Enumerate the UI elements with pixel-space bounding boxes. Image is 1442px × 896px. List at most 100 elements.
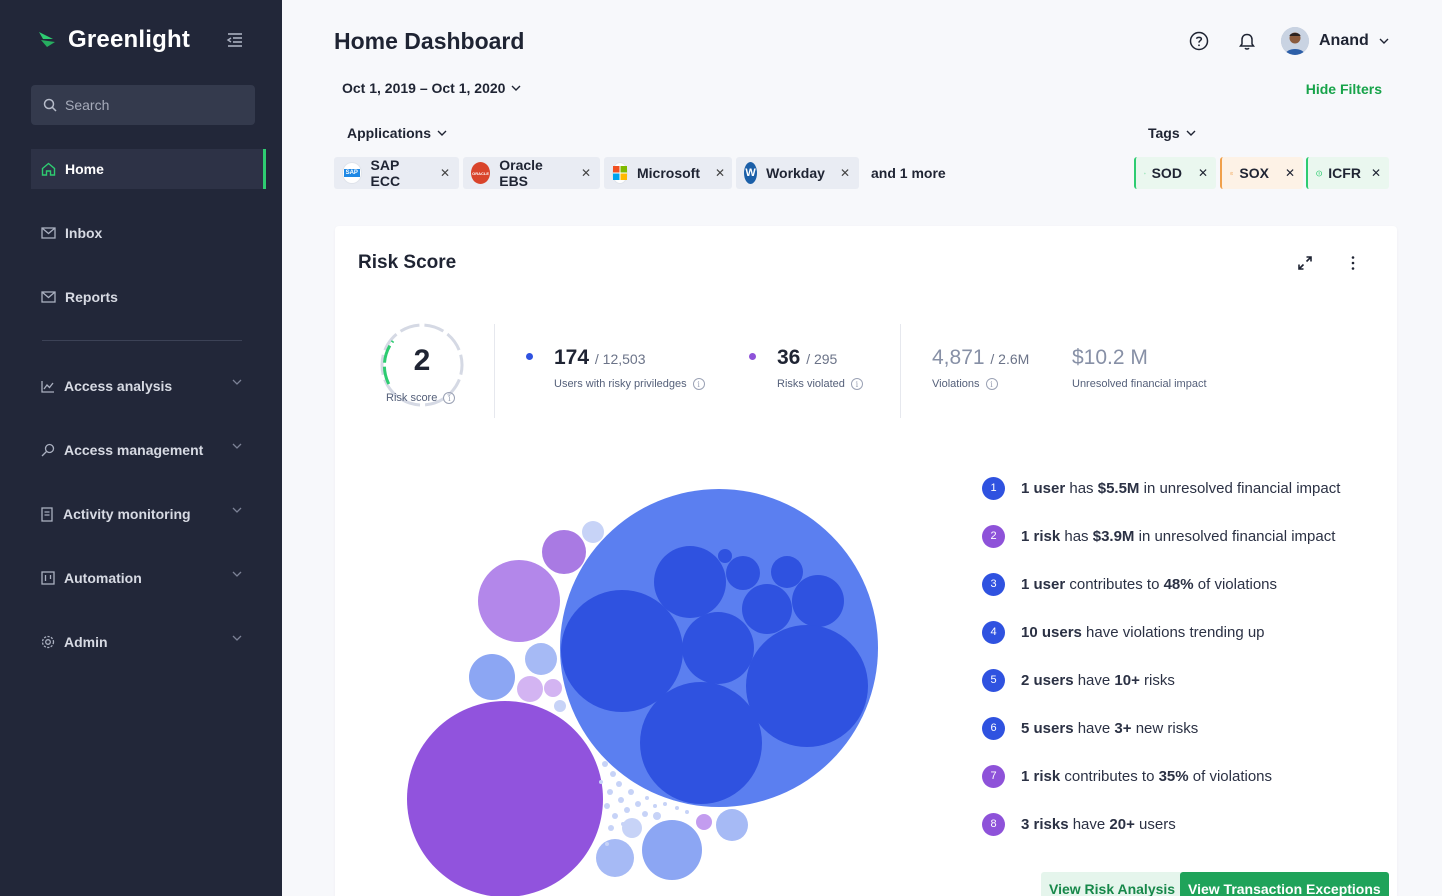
- bubble-light-blue: [582, 521, 604, 543]
- info-icon[interactable]: i: [850, 378, 863, 390]
- chevron-down-icon: [232, 443, 242, 449]
- sidebar-item-label: Home: [65, 161, 104, 177]
- sidebar-item-access-analysis[interactable]: Access analysis: [31, 366, 266, 406]
- info-icon[interactable]: i: [692, 378, 705, 390]
- sidebar-item-admin[interactable]: Admin: [31, 622, 266, 662]
- applications-filter-dropdown[interactable]: Applications: [347, 125, 447, 141]
- sidebar-item-label: Activity monitoring: [63, 506, 191, 522]
- view-transaction-exceptions-button[interactable]: View Transaction Exceptions: [1180, 872, 1389, 896]
- close-icon[interactable]: ✕: [1197, 166, 1208, 180]
- insight-item[interactable]: 5 2 users have 10+ risks: [982, 656, 1382, 704]
- bubble-inner-blue: [561, 590, 683, 712]
- application-chip-workday[interactable]: W Workday ✕: [736, 157, 859, 189]
- application-chip-oracle[interactable]: ORACLE Oracle EBS ✕: [463, 157, 600, 189]
- stat-violations: 4,871 / 2.6M Violations i: [932, 346, 1030, 390]
- search-box[interactable]: [31, 85, 255, 125]
- greenlight-logo-icon: [39, 32, 55, 47]
- expand-icon[interactable]: [1297, 255, 1313, 271]
- sidebar-item-label: Access analysis: [64, 378, 173, 394]
- mail-icon: [41, 291, 56, 303]
- close-icon[interactable]: ✕: [839, 166, 850, 180]
- tag-chip-icfr[interactable]: ICFR ✕: [1306, 157, 1389, 189]
- application-chip-sap[interactable]: SAP SAP ECC ✕: [334, 157, 459, 189]
- date-range-selector[interactable]: Oct 1, 2019 – Oct 1, 2020: [342, 80, 521, 96]
- insight-item[interactable]: 3 1 user contributes to 48% of violation…: [982, 560, 1382, 608]
- chevron-down-icon: [232, 379, 242, 385]
- close-icon[interactable]: ✕: [715, 166, 726, 180]
- brand-name: Greenlight: [68, 26, 191, 53]
- info-icon[interactable]: i: [985, 378, 998, 390]
- help-icon[interactable]: [1189, 31, 1209, 51]
- sidebar-item-home[interactable]: Home: [31, 149, 266, 189]
- bubble-inner-blue: [771, 556, 803, 588]
- more-vertical-icon[interactable]: [1345, 255, 1361, 271]
- insight-item[interactable]: 4 10 users have violations trending up: [982, 608, 1382, 656]
- sidebar-item-reports[interactable]: Reports: [31, 277, 266, 317]
- sidebar-item-automation[interactable]: Automation: [31, 558, 266, 598]
- chevron-down-icon: [1186, 130, 1196, 136]
- card-title: Risk Score: [358, 252, 457, 273]
- info-circle-icon: [1230, 171, 1234, 175]
- chip-label: SAP ECC: [370, 157, 401, 189]
- stat-divider: [494, 324, 495, 418]
- collapse-menu-icon[interactable]: [226, 32, 244, 48]
- bubble-light-blue: [596, 839, 634, 877]
- sidebar-item-activity-monitoring[interactable]: Activity monitoring: [31, 494, 266, 534]
- stat-risky-users: 174 / 12,503 Users with risky priviledge…: [554, 346, 705, 390]
- close-icon[interactable]: ✕: [1370, 166, 1381, 180]
- chevron-down-icon: [511, 85, 521, 91]
- close-icon[interactable]: ✕: [439, 166, 450, 180]
- bubble-inner-blue: [654, 546, 726, 618]
- bubble-large-purple: [407, 701, 603, 896]
- application-chip-microsoft[interactable]: Microsoft ✕: [604, 157, 732, 189]
- insight-item[interactable]: 6 5 users have 3+ new risks: [982, 704, 1382, 752]
- bubble-purple: [478, 560, 560, 642]
- avatar: [1281, 27, 1309, 55]
- insight-item[interactable]: 1 1 user has $5.5M in unresolved financi…: [982, 464, 1382, 512]
- chevron-down-icon: [1379, 38, 1389, 44]
- tag-chip-sod[interactable]: SOD ✕: [1134, 157, 1216, 189]
- brand[interactable]: Greenlight: [38, 26, 190, 54]
- bubble-inner-blue: [742, 584, 792, 634]
- bell-icon[interactable]: [1238, 31, 1256, 51]
- bubble-light-blue: [642, 820, 702, 880]
- sidebar-item-access-management[interactable]: Access management: [31, 430, 266, 470]
- sidebar-item-label: Admin: [64, 634, 108, 650]
- bubble-purple: [696, 814, 712, 830]
- chip-label: Microsoft: [637, 165, 700, 181]
- microsoft-logo-icon: [612, 162, 628, 184]
- sidebar-item-inbox[interactable]: Inbox: [31, 213, 266, 253]
- risk-score-value: 2: [413, 344, 431, 377]
- close-icon[interactable]: ✕: [580, 166, 591, 180]
- hide-filters-link[interactable]: Hide Filters: [1305, 81, 1382, 97]
- tag-label: SOX: [1239, 165, 1269, 181]
- chip-label: Workday: [766, 165, 825, 181]
- automation-icon: [41, 571, 55, 585]
- user-menu[interactable]: Anand: [1281, 27, 1389, 55]
- more-applications-link[interactable]: and 1 more: [871, 165, 946, 181]
- info-icon[interactable]: i: [443, 392, 456, 404]
- insight-item[interactable]: 7 1 risk contributes to 35% of violation…: [982, 752, 1382, 800]
- small-dots-cluster: [599, 761, 689, 846]
- tags-label: Tags: [1148, 125, 1180, 141]
- insight-item[interactable]: 2 1 risk has $3.9M in unresolved financi…: [982, 512, 1382, 560]
- close-icon[interactable]: ✕: [1284, 166, 1295, 180]
- bubble-purple: [517, 676, 543, 702]
- stat-risks-violated: 36 / 295 Risks violated i: [777, 346, 863, 390]
- chart-line-icon: [41, 380, 54, 393]
- bubble-inner-blue: [682, 612, 754, 684]
- risk-bubble-chart: [407, 489, 878, 896]
- tags-filter-dropdown[interactable]: Tags: [1148, 125, 1196, 141]
- search-input[interactable]: [65, 97, 235, 113]
- view-risk-analysis-button[interactable]: View Risk Analysis: [1041, 872, 1184, 896]
- search-icon: [43, 98, 57, 112]
- bubble-light-blue: [716, 809, 748, 841]
- home-icon: [41, 162, 56, 176]
- tag-chip-sox[interactable]: SOX ✕: [1220, 157, 1303, 189]
- sidebar-divider: [42, 340, 242, 341]
- tag-label: SOD: [1151, 165, 1182, 181]
- bubble-purple: [544, 679, 562, 697]
- bubble-light-blue: [469, 654, 515, 700]
- insight-item[interactable]: 8 3 risks have 20+ users: [982, 800, 1382, 848]
- bubble-inner-blue: [746, 625, 868, 747]
